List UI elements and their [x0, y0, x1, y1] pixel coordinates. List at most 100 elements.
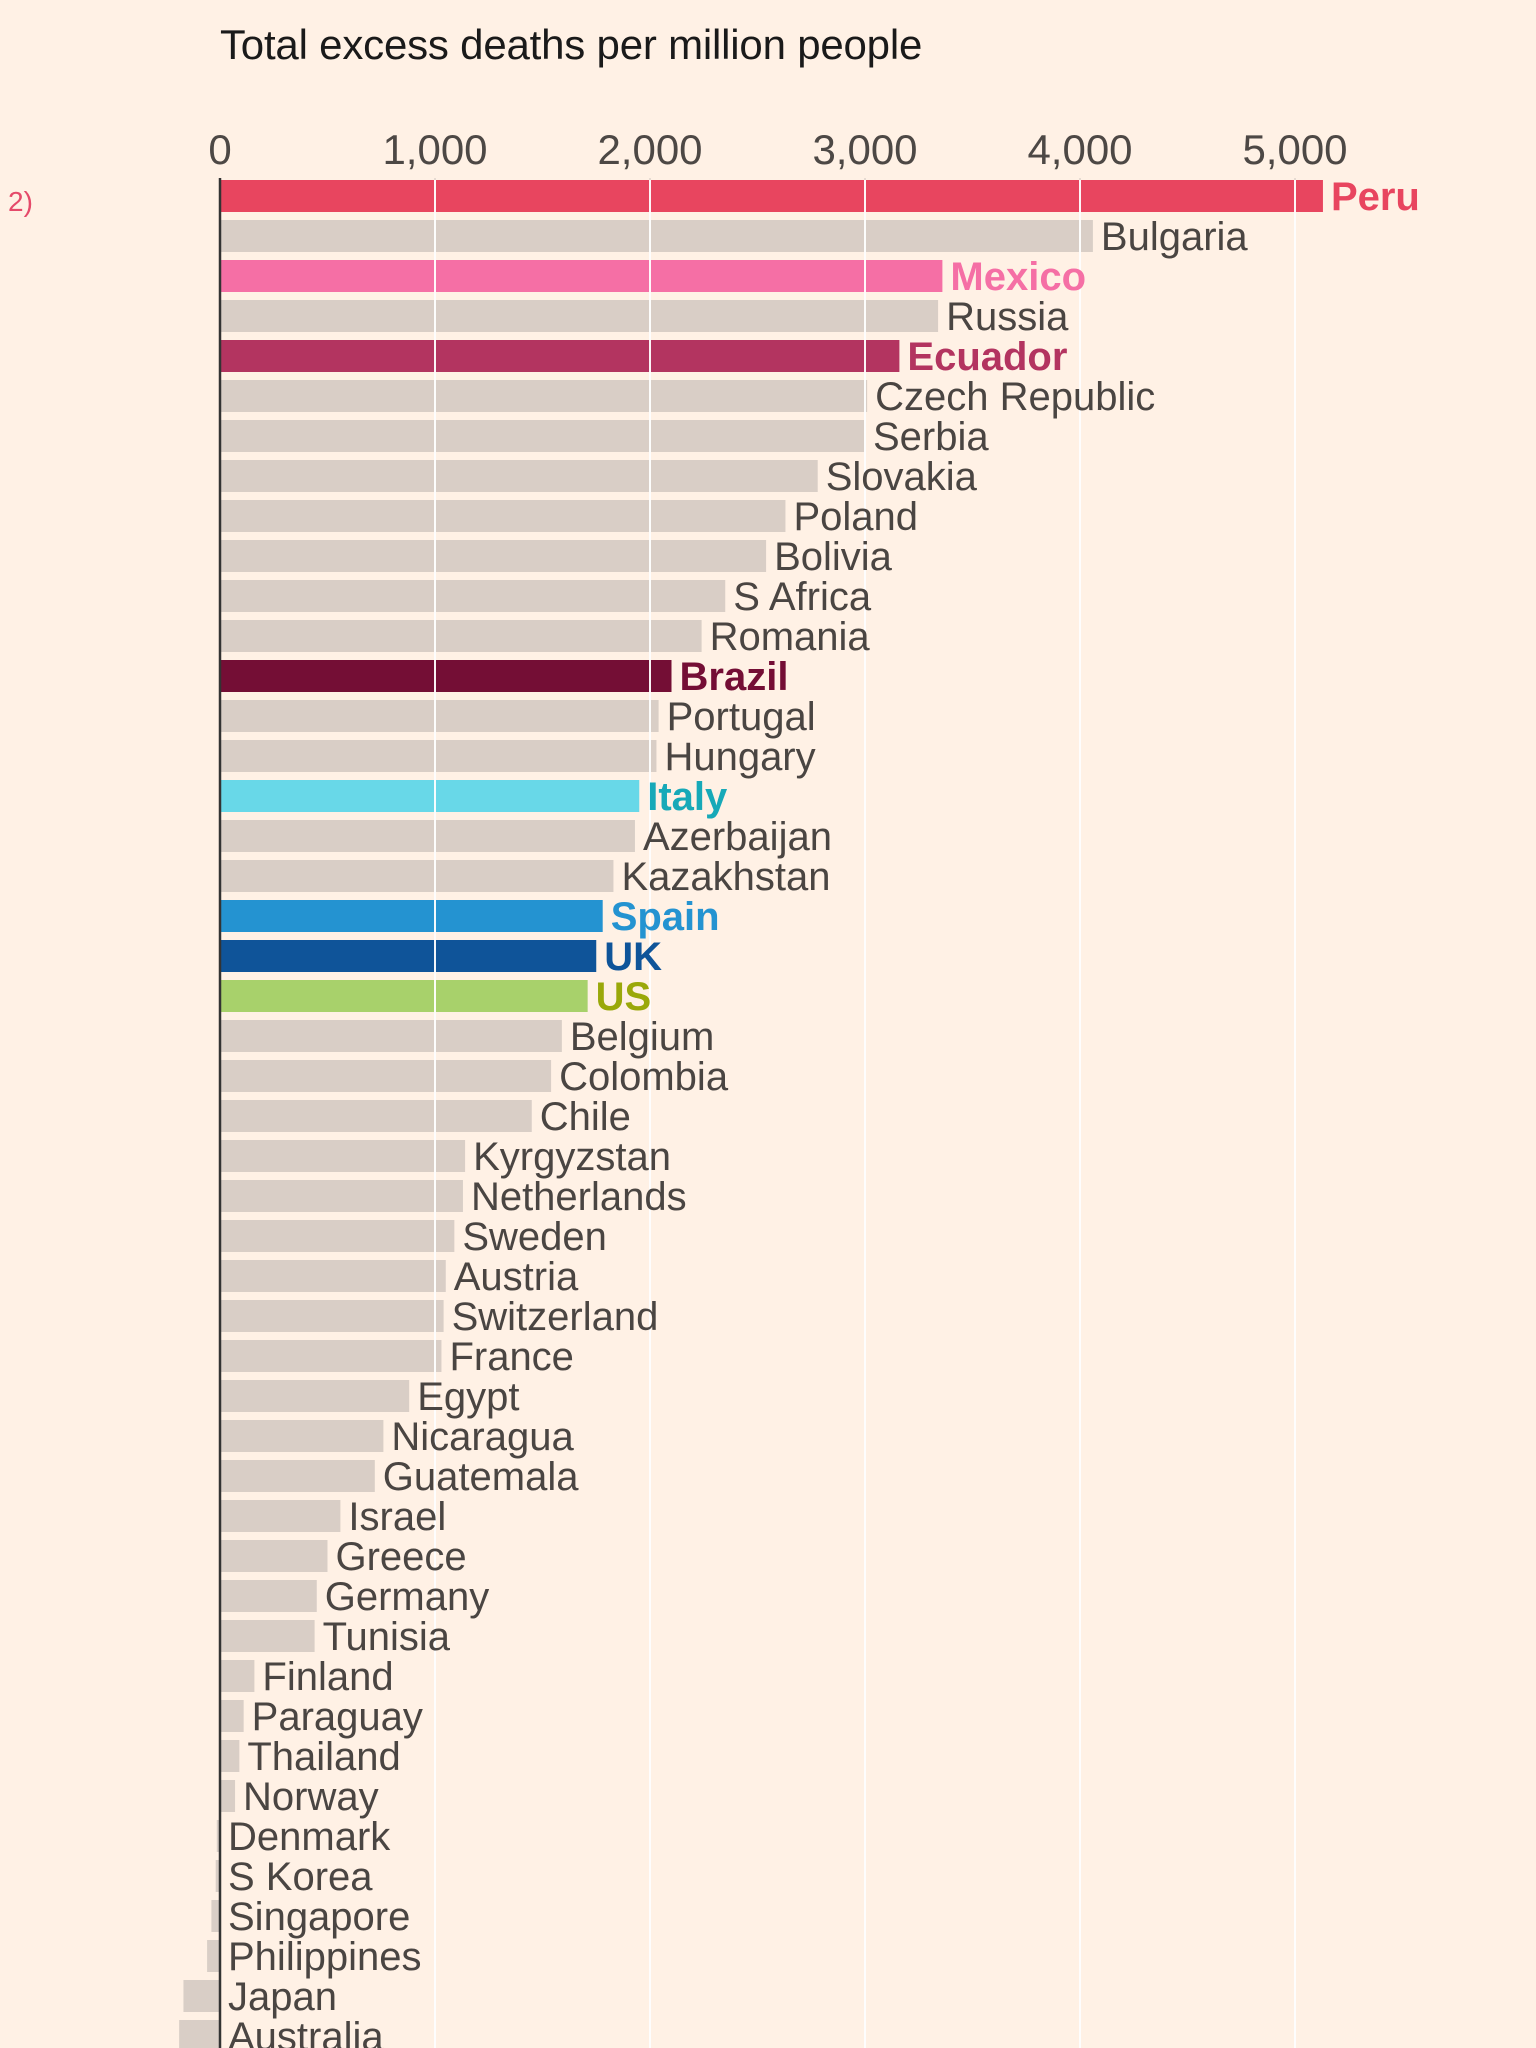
x-tick-label: 0 [208, 126, 231, 173]
bar-s-korea [215, 1860, 220, 1892]
bar-label-sweden: Sweden [462, 1215, 607, 1259]
bar-label-tunisia: Tunisia [323, 1615, 451, 1659]
bar-label-netherlands: Netherlands [471, 1175, 687, 1219]
bar-label-brazil: Brazil [680, 655, 789, 699]
bar-egypt [220, 1380, 410, 1412]
bar-italy [220, 780, 640, 812]
x-tick-label: 2,000 [597, 126, 702, 173]
bar-label-guatemala: Guatemala [383, 1455, 579, 1499]
bar-label-nicaragua: Nicaragua [391, 1415, 574, 1459]
bar-label-czech-republic: Czech Republic [875, 375, 1155, 419]
bar-label-belgium: Belgium [570, 1015, 715, 1059]
bar-czech-republic [220, 380, 868, 412]
bar-label-us: US [596, 975, 652, 1019]
bar-label-australia: Australia [228, 2015, 384, 2048]
bar-label-uk: UK [604, 935, 662, 979]
bar-label-hungary: Hungary [664, 735, 815, 779]
bar-ecuador [220, 340, 900, 372]
bar-russia [220, 300, 939, 332]
bar-label-austria: Austria [454, 1255, 579, 1299]
bar-label-s-korea: S Korea [228, 1855, 373, 1899]
bar-s-africa [220, 580, 726, 612]
bars-group [179, 180, 1323, 2048]
bar-spain [220, 900, 603, 932]
bar-guatemala [220, 1460, 375, 1492]
bar-chile [220, 1100, 532, 1132]
bar-denmark [216, 1820, 220, 1852]
bar-switzerland [220, 1300, 444, 1332]
bar-label-denmark: Denmark [228, 1815, 391, 1859]
bar-label-colombia: Colombia [559, 1055, 729, 1099]
bar-label-france: France [449, 1335, 574, 1379]
bar-poland [220, 500, 786, 532]
bar-label-israel: Israel [348, 1495, 446, 1539]
bar-serbia [220, 420, 865, 452]
bar-paraguay [220, 1700, 244, 1732]
bar-label-romania: Romania [710, 615, 871, 659]
chart-title: Total excess deaths per million people [220, 21, 923, 68]
bar-label-greece: Greece [336, 1535, 467, 1579]
bar-kazakhstan [220, 860, 614, 892]
bar-label-thailand: Thailand [247, 1735, 400, 1779]
bar-austria [220, 1260, 446, 1292]
bar-greece [220, 1540, 328, 1572]
bar-label-switzerland: Switzerland [452, 1295, 659, 1339]
bar-label-bulgaria: Bulgaria [1101, 215, 1249, 259]
bar-label-bolivia: Bolivia [774, 535, 893, 579]
bar-romania [220, 620, 702, 652]
bar-label-norway: Norway [243, 1775, 379, 1819]
x-tick-label: 1,000 [382, 126, 487, 173]
bar-uk [220, 940, 597, 972]
bar-norway [220, 1780, 236, 1812]
bar-label-mexico: Mexico [950, 255, 1086, 299]
bar-belgium [220, 1020, 562, 1052]
bar-kyrgyzstan [220, 1140, 466, 1172]
bar-label-ecuador: Ecuador [907, 335, 1067, 379]
bar-label-finland: Finland [262, 1655, 393, 1699]
bar-peru [220, 180, 1323, 212]
x-tick-label: 5,000 [1242, 126, 1347, 173]
bar-slovakia [220, 460, 818, 492]
bar-label-slovakia: Slovakia [826, 455, 978, 499]
bar-japan [183, 1980, 220, 2012]
bar-label-japan: Japan [228, 1975, 337, 2019]
bar-australia [179, 2020, 220, 2048]
bar-tunisia [220, 1620, 315, 1652]
x-tick-label: 3,000 [812, 126, 917, 173]
bar-philippines [207, 1940, 220, 1972]
bar-label-singapore: Singapore [228, 1895, 410, 1939]
bar-netherlands [220, 1180, 463, 1212]
bar-label-philippines: Philippines [228, 1935, 421, 1979]
bar-label-portugal: Portugal [667, 695, 816, 739]
bar-azerbaijan [220, 820, 635, 852]
bar-label-s-africa: S Africa [733, 575, 872, 619]
bar-sweden [220, 1220, 455, 1252]
bar-portugal [220, 700, 659, 732]
bar-mexico [220, 260, 943, 292]
bar-bulgaria [220, 220, 1093, 252]
bar-france [220, 1340, 442, 1372]
bar-bolivia [220, 540, 767, 572]
bar-us [220, 980, 588, 1012]
bar-label-russia: Russia [946, 295, 1069, 339]
bar-label-serbia: Serbia [873, 415, 989, 459]
bar-thailand [220, 1740, 240, 1772]
bar-hungary [220, 740, 657, 772]
bar-israel [220, 1500, 341, 1532]
bar-label-germany: Germany [325, 1575, 490, 1619]
bar-label-kazakhstan: Kazakhstan [621, 855, 830, 899]
bar-label-azerbaijan: Azerbaijan [643, 815, 832, 859]
bar-colombia [220, 1060, 552, 1092]
bar-label-kyrgyzstan: Kyrgyzstan [473, 1135, 671, 1179]
bar-germany [220, 1580, 317, 1612]
x-tick-label: 4,000 [1027, 126, 1132, 173]
bar-singapore [211, 1900, 220, 1932]
bar-finland [220, 1660, 255, 1692]
tick-labels-group: 0 1,000 2,000 3,000 4,000 5,000 [208, 126, 1347, 173]
bar-label-peru: Peru [1331, 175, 1420, 219]
bar-label-egypt: Egypt [417, 1375, 519, 1419]
bar-label-chile: Chile [540, 1095, 631, 1139]
